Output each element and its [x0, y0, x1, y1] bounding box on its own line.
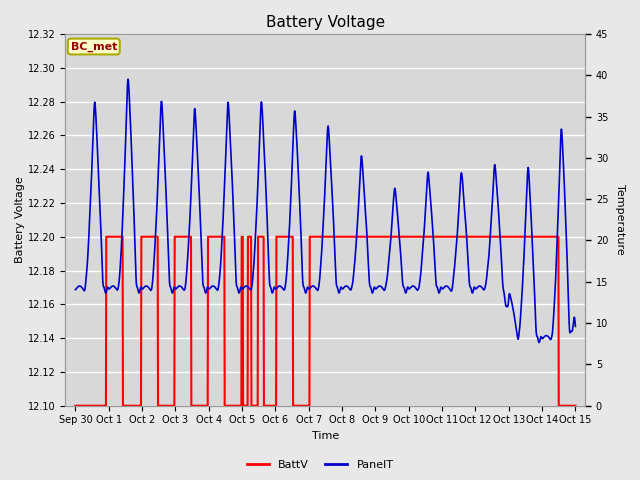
PanelT — [268, 289, 276, 295]
PanelT — [72, 287, 79, 292]
Title: Battery Voltage: Battery Voltage — [266, 15, 385, 30]
Y-axis label: Temperature: Temperature — [615, 184, 625, 255]
BattV — [402, 234, 410, 240]
BattV — [527, 234, 535, 240]
PanelT — [124, 76, 132, 82]
Text: BC_met: BC_met — [70, 41, 117, 52]
BattV — [72, 403, 79, 408]
Line: BattV: BattV — [76, 237, 575, 406]
Y-axis label: Battery Voltage: Battery Voltage — [15, 177, 25, 263]
PanelT — [484, 259, 492, 265]
BattV — [268, 403, 276, 408]
Legend: BattV, PanelT: BattV, PanelT — [242, 456, 398, 474]
PanelT — [527, 218, 535, 224]
PanelT — [402, 290, 410, 296]
BattV — [280, 234, 288, 240]
BattV — [102, 234, 110, 240]
PanelT — [535, 340, 543, 346]
BattV — [484, 234, 492, 240]
X-axis label: Time: Time — [312, 431, 339, 441]
Line: PanelT: PanelT — [76, 79, 575, 343]
BattV — [182, 234, 190, 240]
PanelT — [572, 324, 579, 329]
PanelT — [280, 288, 288, 293]
PanelT — [182, 276, 190, 282]
BattV — [572, 403, 579, 408]
